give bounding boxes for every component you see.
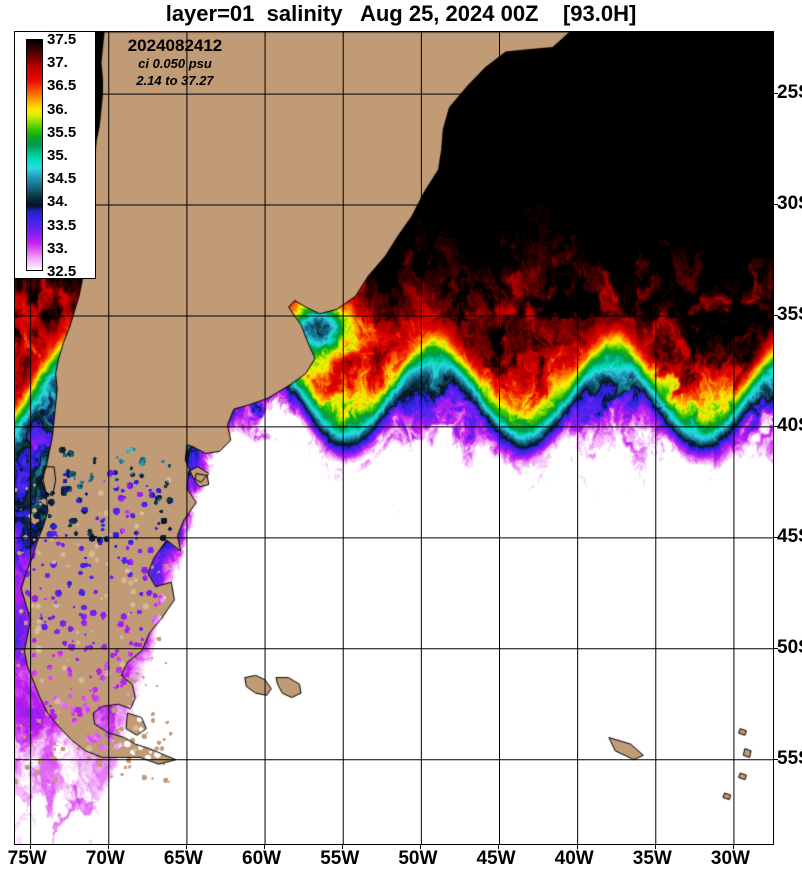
y-axis-tick bbox=[773, 536, 778, 538]
x-axis-tick bbox=[264, 844, 266, 849]
colorbar-label: 32.5 bbox=[47, 263, 77, 280]
x-axis-tick-label: 30W bbox=[710, 848, 750, 869]
x-axis-tick-label: 50W bbox=[398, 848, 438, 869]
y-axis-tick-label: 55S bbox=[777, 747, 802, 769]
x-axis-tick-label: 55W bbox=[320, 848, 360, 869]
x-axis-tick-label: 75W bbox=[7, 848, 47, 869]
x-axis-tick bbox=[576, 844, 578, 849]
y-axis-tick-label: 40S bbox=[777, 414, 802, 436]
annotation-datestamp: 2024082412 bbox=[127, 36, 223, 55]
x-axis-tick-label: 40W bbox=[554, 848, 594, 869]
x-axis-tick bbox=[107, 844, 109, 849]
y-axis-tick bbox=[773, 314, 778, 316]
colorbar-label: 36.5 bbox=[47, 77, 77, 95]
y-axis-tick bbox=[773, 93, 778, 95]
colorbar-label: 33. bbox=[47, 239, 68, 257]
x-axis-tick bbox=[654, 844, 656, 849]
x-axis-tick bbox=[29, 844, 31, 849]
x-axis-tick bbox=[732, 844, 734, 849]
colorbar-label: 35.5 bbox=[47, 123, 77, 141]
y-axis-tick-label: 35S bbox=[777, 303, 802, 325]
colorbar-label: 34. bbox=[47, 193, 68, 211]
x-axis-tick-label: 35W bbox=[632, 848, 672, 869]
x-axis-tick bbox=[342, 844, 344, 849]
y-axis-tick bbox=[773, 425, 778, 427]
y-axis-tick bbox=[773, 647, 778, 649]
y-axis-tick-label: 45S bbox=[777, 525, 802, 547]
x-axis-tick-label: 65W bbox=[163, 848, 203, 869]
colorbar-label: 34.5 bbox=[47, 170, 77, 188]
salinity-heatmap-canvas bbox=[15, 32, 773, 844]
salinity-map-plot bbox=[14, 31, 774, 845]
map-annotation: 2024082412 ci 0.050 psu 2.14 to 37.27 bbox=[100, 36, 250, 89]
x-axis-tick bbox=[498, 844, 500, 849]
page-title: layer=01 salinity Aug 25, 2024 00Z [93.0… bbox=[165, 1, 637, 26]
annotation-contour-interval: ci 0.050 psu bbox=[138, 56, 212, 71]
colorbar-label: 36. bbox=[47, 100, 68, 118]
annotation-data-range: 2.14 to 37.27 bbox=[136, 73, 214, 88]
colorbar-label: 35. bbox=[47, 147, 68, 164]
x-axis-tick bbox=[420, 844, 422, 849]
colorbar-tick-labels: 37.5 37. 36.5 36. 35.5 35. 34.5 34. 33.5 33. 32.5 bbox=[47, 32, 97, 280]
x-axis-tick-label: 60W bbox=[242, 848, 282, 869]
colorbar-label: 37.5 bbox=[47, 31, 77, 48]
y-axis-tick bbox=[773, 204, 778, 206]
y-axis-tick-label: 25S bbox=[777, 82, 802, 104]
colorbar-legend: 37.5 37. 36.5 36. 35.5 35. 34.5 34. 33.5 33. 32.5 bbox=[14, 31, 96, 279]
y-axis-tick-label: 50S bbox=[777, 636, 802, 658]
y-axis-tick-label: 30S bbox=[777, 193, 802, 215]
x-axis-tick-label: 70W bbox=[85, 848, 125, 869]
y-axis-tick bbox=[773, 758, 778, 760]
x-axis-tick bbox=[185, 844, 187, 849]
x-axis-tick-label: 45W bbox=[476, 848, 516, 869]
colorbar-label: 37. bbox=[47, 54, 68, 72]
colorbar-gradient bbox=[26, 39, 43, 271]
colorbar-label: 33.5 bbox=[47, 216, 77, 234]
